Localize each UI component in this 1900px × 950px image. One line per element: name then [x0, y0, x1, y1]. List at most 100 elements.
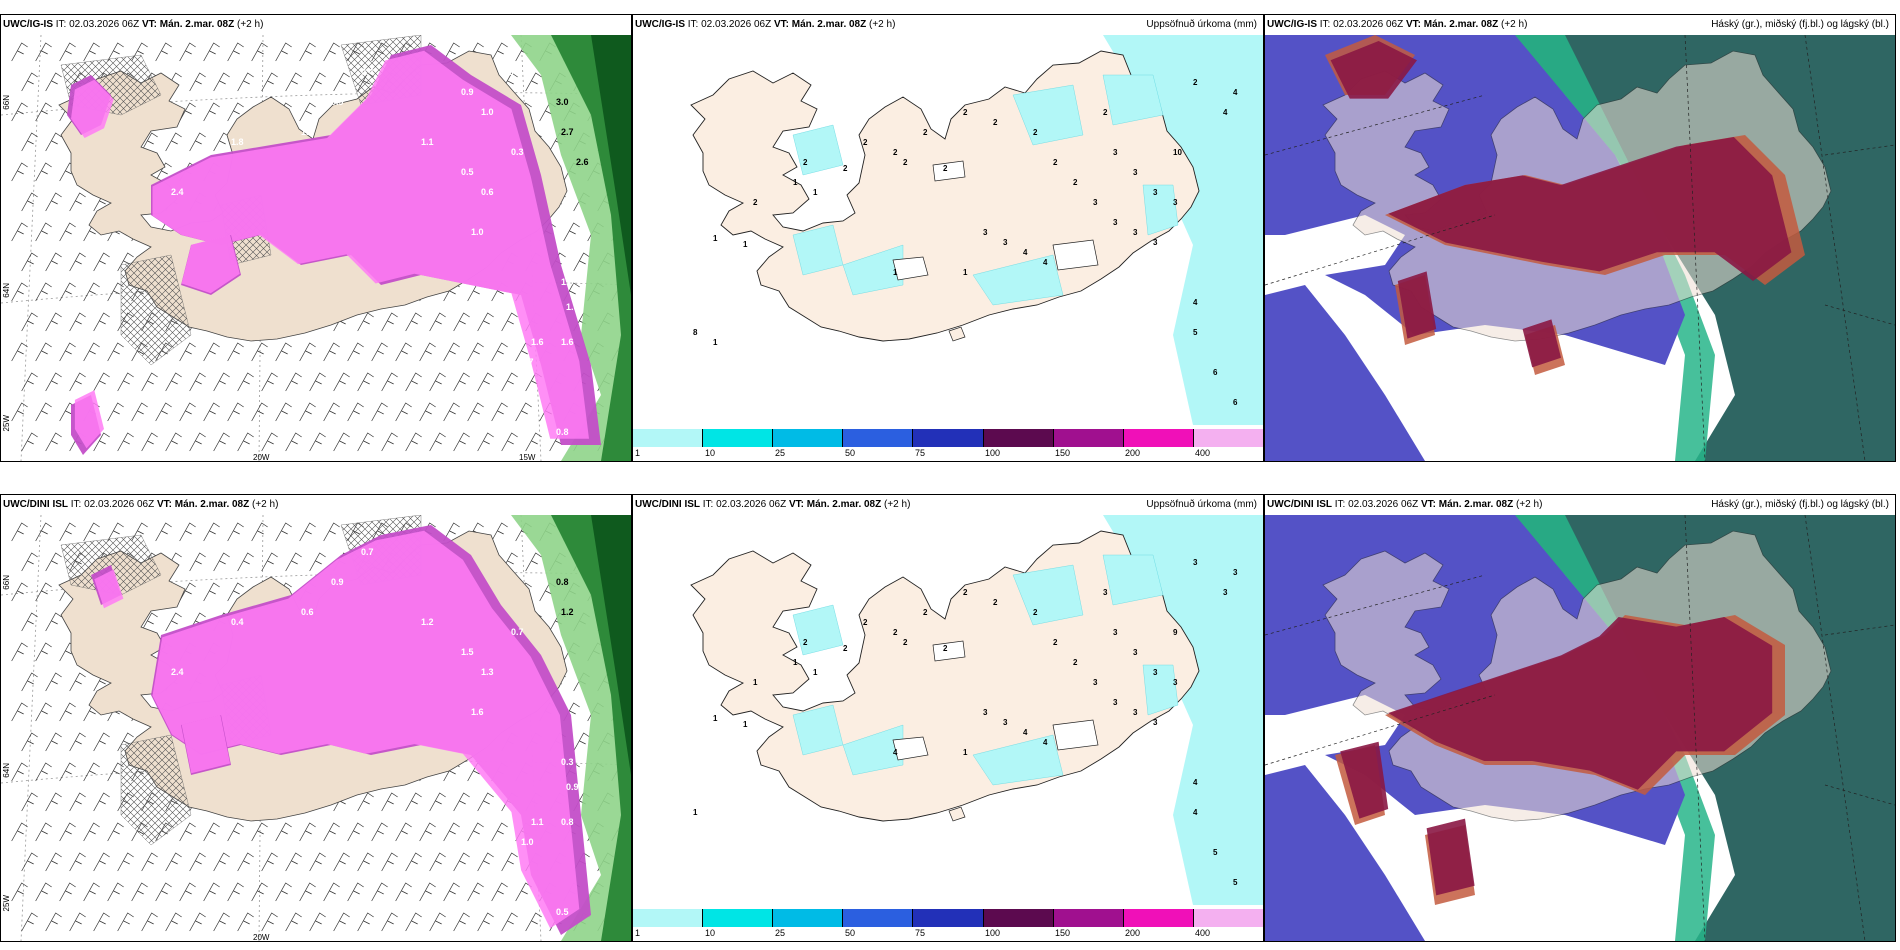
colorbar-segment [913, 909, 984, 927]
precip-area-land [1102, 74, 1164, 126]
precip-map: 1111222222222222233333333334445661044221… [633, 35, 1263, 461]
shower-amount-label: 0.8 [556, 427, 569, 437]
precip-amount-label: 2 [993, 598, 998, 607]
grid-line [1684, 35, 1706, 461]
shower-amount-label: 1.5 [461, 647, 474, 657]
high-cloud-edge [1505, 515, 1715, 941]
precip-amount-label: 1 [713, 714, 718, 723]
shower-core [74, 390, 104, 449]
hatched-area [120, 254, 192, 366]
precip-amount-label: 3 [1133, 708, 1138, 717]
precip-area-land [972, 734, 1064, 786]
panel-wind-shower-top: UWC/IG-IS IT: 02.03.2026 06Z VT: Mán. 2.… [0, 14, 632, 462]
shower-core [181, 715, 231, 774]
precip-amount-label: 2 [863, 138, 868, 147]
colorbar-segment [983, 909, 1054, 927]
shower-amount-label: 0.9 [461, 87, 474, 97]
precip-area-land [1142, 184, 1179, 236]
precip-area-land [1012, 564, 1084, 626]
colorbar-tick-label: 150 [1055, 928, 1071, 938]
panel-header: UWC/IG-IS IT: 02.03.2026 06Z VT: Mán. 2.… [1265, 15, 1895, 35]
glacier-outline [1052, 239, 1099, 271]
precip-amount-label: 4 [1233, 88, 1238, 97]
shower-amount-label: 0.6 [501, 67, 514, 77]
high-cloud-edge [1505, 35, 1715, 461]
precip-amount-label: 4 [1193, 808, 1198, 817]
shower-amount-label: 1.8 [231, 137, 244, 147]
shower-amount-label: 0.9 [331, 97, 344, 107]
grid-line [1265, 694, 1496, 766]
shower-amount-label: 2.7 [561, 127, 574, 137]
precip-amount-label: 2 [803, 158, 808, 167]
glacier-outline [1052, 719, 1099, 751]
panel-wind-shower-bottom: UWC/DINI ISL IT: 02.03.2026 06Z VT: Mán.… [0, 494, 632, 942]
shower-amount-label: 1.1 [421, 137, 434, 147]
shower-amount-label: 0.9 [566, 782, 579, 792]
panel-cloud-bottom: UWC/DINI ISL IT: 02.03.2026 06Z VT: Mán.… [1264, 494, 1896, 942]
shower-amount-label: 1.2 [561, 607, 574, 617]
precip-area-ocean [1103, 35, 1263, 425]
panel-precip-bottom: UWC/DINI ISL IT: 02.03.2026 06Z VT: Mán.… [632, 494, 1264, 942]
precip-amount-label: 2 [923, 608, 928, 617]
shower-amount-label: 0.8 [556, 577, 569, 587]
low-cloud-core [1397, 271, 1437, 339]
precip-amount-label: 2 [1053, 638, 1058, 647]
precip-amount-label: 5 [1193, 328, 1198, 337]
glacier-outline [932, 160, 966, 182]
precip-amount-label: 2 [843, 164, 848, 173]
shower-core [152, 530, 580, 929]
precip-amount-label: 3 [1003, 238, 1008, 247]
lat-label-64n: 64N [2, 283, 11, 298]
precip-band-core [591, 515, 631, 775]
precip-colorbar [633, 909, 1263, 927]
precip-amount-label: 2 [1193, 78, 1198, 87]
shower-amount-label: 1.6 [561, 337, 574, 347]
shower-amount-label: 0.9 [331, 577, 344, 587]
colorbar-segment [1193, 909, 1263, 927]
precip-area-land [842, 244, 904, 296]
colorbar-segment [773, 429, 844, 447]
precip-area-land [792, 604, 844, 656]
grid-line [1684, 515, 1706, 941]
shower-amount-label: 1.5 [561, 277, 574, 287]
mid-cloud-area [1265, 285, 1425, 461]
colorbar-tick-label: 1 [635, 448, 641, 458]
precip-amount-label: 3 [1173, 678, 1178, 687]
shower-amount-label: 0.5 [556, 907, 569, 917]
precip-amount-label: 3 [1153, 188, 1158, 197]
precip-amount-label: 1 [963, 748, 968, 757]
panel-precip-top: UWC/IG-IS IT: 02.03.2026 06Z VT: Mán. 2.… [632, 14, 1264, 462]
precip-area-land [1012, 84, 1084, 146]
precip-band-core [591, 35, 631, 295]
shower-amount-label: 0.3 [511, 147, 524, 157]
island [948, 326, 966, 342]
precip-amount-label: 5 [1233, 878, 1238, 887]
precip-amount-label: 2 [1103, 108, 1108, 117]
shower-amount-label: 1.0 [481, 107, 494, 117]
shower-amount-label: 1.2 [301, 127, 314, 137]
precip-colorbar-ticks: 1 10 25 50 75 100 150 200 400 [633, 447, 1263, 461]
precip-area-land [972, 254, 1064, 306]
precip-amount-label: 3 [1153, 668, 1158, 677]
precip-amount-label: 6 [1213, 368, 1218, 377]
colorbar-tick-label: 25 [775, 448, 786, 458]
glacier-outline [932, 640, 966, 662]
colorbar-tick-label: 75 [915, 928, 926, 938]
colorbar-segment [913, 429, 984, 447]
precip-amount-label: 9 [1173, 628, 1178, 637]
shower-amount-label: 0.3 [561, 757, 574, 767]
shower-amount-label: 1.6 [471, 707, 484, 717]
shower-amount-label: 0.8 [561, 817, 574, 827]
colorbar-tick-label: 150 [1055, 448, 1071, 458]
precip-amount-label: 3 [1153, 238, 1158, 247]
precip-amount-label: 3 [1113, 148, 1118, 157]
lon-label-25w: 25W [2, 895, 11, 912]
grid-line [1265, 94, 1486, 156]
precip-amount-label: 3 [983, 708, 988, 717]
precip-amount-label: 2 [1073, 178, 1078, 187]
precip-area-land [792, 124, 844, 176]
glacier-outline [892, 736, 929, 761]
precip-amount-label: 2 [903, 158, 908, 167]
shower-core [71, 79, 114, 138]
precip-amount-label: 4 [1023, 728, 1028, 737]
